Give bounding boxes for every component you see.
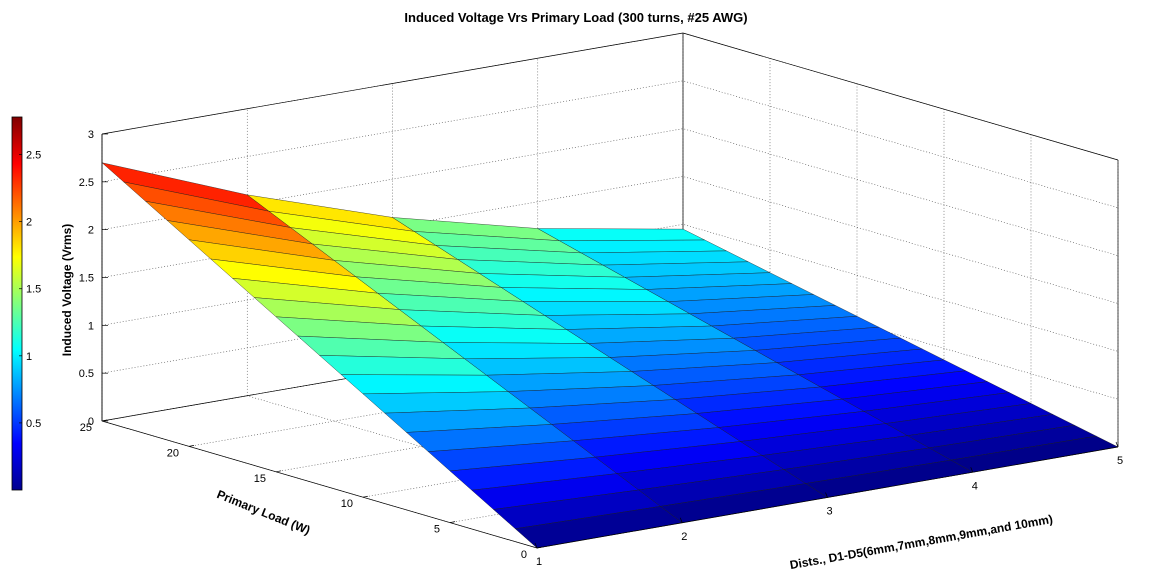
- z-grid-line: [101, 128, 1119, 256]
- x-tick-mark: [1115, 441, 1119, 448]
- z-tick-label: 2: [88, 225, 94, 237]
- surface-patch: [522, 301, 691, 316]
- surface-patch: [500, 287, 670, 302]
- z-tick-label: 1.5: [79, 272, 94, 284]
- y-tick-mark: [362, 495, 369, 498]
- colorbar-tick-label: 2: [26, 217, 32, 229]
- z-tick-label: 2.5: [79, 177, 94, 189]
- y-tick-mark: [449, 521, 456, 523]
- z-grid-line: [101, 224, 1119, 352]
- y-tick-mark: [101, 419, 108, 422]
- x-tick-label: 3: [826, 506, 832, 518]
- z-axis-label: Induced Voltage (Vrms): [60, 224, 74, 356]
- y-tick-mark: [188, 445, 195, 447]
- y-tick-mark: [536, 546, 543, 549]
- x-tick-label: 5: [1117, 455, 1123, 467]
- colorbar-tick-label: 2.5: [26, 150, 41, 162]
- x-axis-label: Dists., D1-D5(6mm,7mm,8mm,9mm,and 10mm): [789, 512, 1054, 572]
- x-tick-label: 4: [972, 480, 978, 492]
- axis-ticks: 0 0.5 1 1.5 2 2.5 3 0 5 10 15 20 25 1 2 3 4 5: [79, 129, 1123, 568]
- axes-box-edge: [682, 32, 1119, 161]
- surface-patch: [536, 228, 705, 241]
- y-axis-label: Primary Load (W): [215, 487, 312, 537]
- z-tick-label: 0: [88, 416, 94, 428]
- y-tick-label: 5: [434, 524, 440, 536]
- z-grid-line: [101, 80, 1119, 209]
- surface-patch: [442, 342, 611, 360]
- x-tick-mark: [825, 492, 828, 498]
- z-grid-line: [101, 32, 1119, 161]
- z-grid-line: [101, 176, 1119, 304]
- colorbar: [11, 116, 23, 491]
- y-tick-label: 0: [521, 549, 527, 561]
- colorbar-tick-label: 1.5: [26, 284, 41, 296]
- surface-patch: [558, 239, 727, 254]
- z-tick-label: 0.5: [79, 368, 94, 380]
- colorbar-tick-label: 1: [26, 351, 32, 363]
- y-tick-mark: [275, 470, 282, 473]
- x-tick-label: 1: [536, 556, 542, 568]
- colorbar-ticks: 0.5 1 1.5 2 2.5: [19, 150, 41, 430]
- x-tick-mark: [970, 467, 974, 473]
- x-tick-label: 2: [681, 531, 687, 543]
- x-tick-mark: [679, 517, 683, 523]
- surface-mesh: [101, 162, 1119, 549]
- axes-box-edge: [101, 32, 684, 135]
- y-tick-label: 10: [341, 498, 353, 510]
- z-tick-label: 3: [88, 129, 94, 141]
- z-tick-label: 1: [88, 320, 94, 332]
- x-tick-mark: [534, 542, 538, 549]
- y-tick-label: 20: [167, 447, 179, 459]
- axes-front-edge: [101, 420, 538, 549]
- chart-title: Induced Voltage Vrs Primary Load (300 tu…: [404, 10, 748, 25]
- y-tick-label: 15: [254, 473, 266, 485]
- z-grid-line: [101, 271, 1119, 400]
- colorbar-tick-label: 0.5: [26, 418, 41, 430]
- y-tick-label: 25: [80, 422, 92, 434]
- surface-patch: [340, 374, 509, 395]
